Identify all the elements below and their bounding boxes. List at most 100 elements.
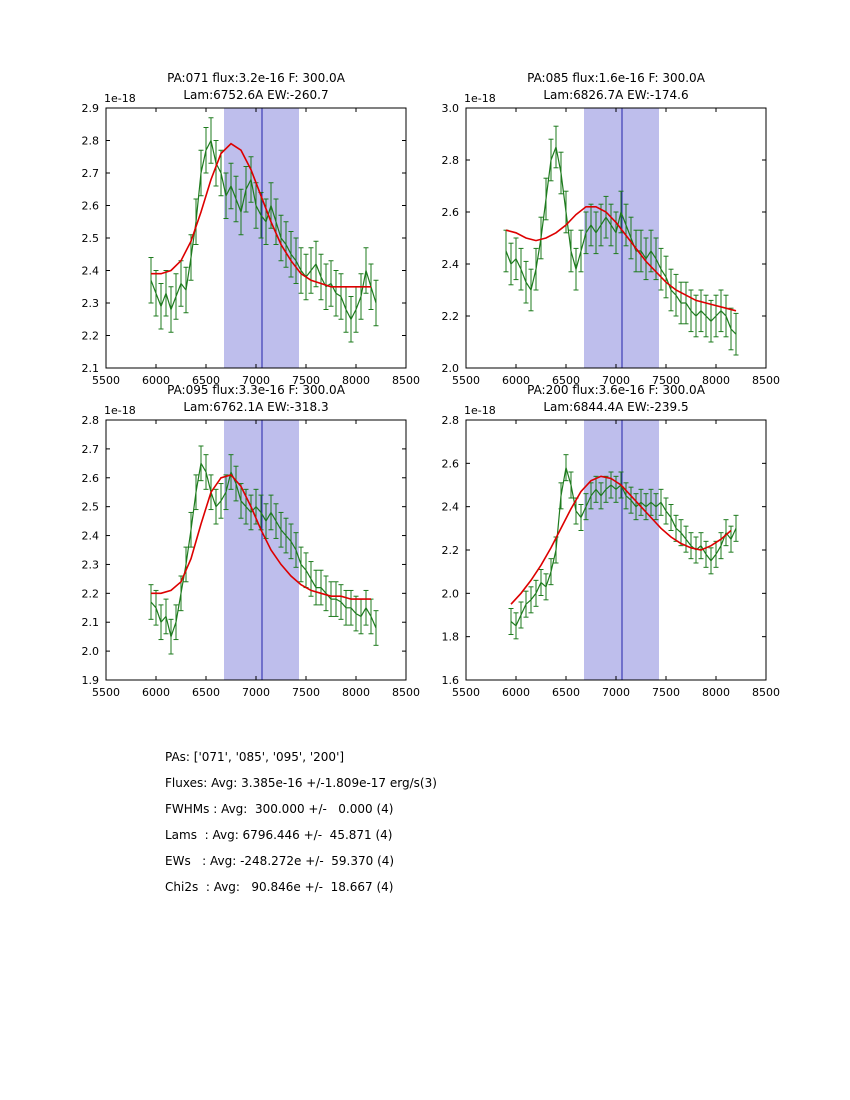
x-tick-label: 8500 <box>752 374 780 387</box>
x-tick-label: 8500 <box>752 686 780 699</box>
subplot-svg: 5500 6000 6500 7000 7500 8000 8500 1.6 1.8 2.0 2.2… <box>442 404 781 699</box>
x-tick-label: 6500 <box>192 374 220 387</box>
y-tick-label: 2.6 <box>442 206 460 219</box>
y-tick-label: 2.7 <box>82 167 100 180</box>
y-tick-label: 2.7 <box>82 443 100 456</box>
y-tick-label: 2.0 <box>82 645 100 658</box>
x-tick-label: 7000 <box>242 686 270 699</box>
x-tick-label: 7500 <box>652 374 680 387</box>
y-tick-label: 1.9 <box>82 674 100 687</box>
y-tick-label: 2.4 <box>442 258 460 271</box>
y-tick-label: 2.2 <box>442 544 460 557</box>
summary-line-chi2s: Chi2s : Avg: 90.846e +/- 18.667 (4) <box>165 880 394 894</box>
y-tick-label: 2.2 <box>82 330 100 343</box>
x-tick-label: 5500 <box>452 686 480 699</box>
subplot-title-line1: PA:071 flux:3.2e-16 F: 300.0A <box>167 71 345 85</box>
y-tick-label: 2.0 <box>442 587 460 600</box>
subplot-pa095: 5500 6000 6500 7000 7500 8000 8500 1.9 2.0 2.1 2.2… <box>50 372 422 706</box>
y-tick-label: 2.5 <box>82 232 100 245</box>
y-tick-label: 2.1 <box>82 362 100 375</box>
y-axis-offset-label: 1e-18 <box>104 404 136 417</box>
y-tick-label: 3.0 <box>442 102 460 115</box>
x-tick-label: 5500 <box>92 374 120 387</box>
x-tick-label: 6500 <box>552 686 580 699</box>
x-tick-label: 6000 <box>502 374 530 387</box>
x-tick-label: 6000 <box>502 686 530 699</box>
y-tick-label: 2.8 <box>82 135 100 148</box>
x-tick-label: 8000 <box>702 686 730 699</box>
y-tick-label: 2.4 <box>82 530 100 543</box>
x-tick-label: 8000 <box>702 374 730 387</box>
x-tick-label: 8500 <box>392 686 420 699</box>
y-tick-label: 2.1 <box>82 616 100 629</box>
summary-line-pas: PAs: ['071', '085', '095', '200'] <box>165 750 345 764</box>
x-tick-label: 7000 <box>602 374 630 387</box>
y-tick-label: 2.3 <box>82 297 100 310</box>
y-tick-label: 2.2 <box>82 587 100 600</box>
subplot-title-pa200: PA:200 flux:3.6e-16 F: 300.0A Lam:6844.4… <box>466 382 766 416</box>
y-tick-label: 1.8 <box>442 631 460 644</box>
y-tick-label: 2.0 <box>442 362 460 375</box>
fit-curve <box>510 475 732 605</box>
y-tick-label: 2.6 <box>442 457 460 470</box>
subplot-title-line2: Lam:6826.7A EW:-174.6 <box>543 88 689 102</box>
data-curve <box>150 138 377 321</box>
y-axis-offset-label: 1e-18 <box>104 92 136 105</box>
x-tick-label: 7500 <box>652 686 680 699</box>
fit-curve <box>151 142 371 288</box>
summary-line-lams: Lams : Avg: 6796.446 +/- 45.871 (4) <box>165 828 393 842</box>
subplot-title-line1: PA:095 flux:3.3e-16 F: 300.0A <box>167 383 345 397</box>
y-tick-label: 2.6 <box>82 200 100 213</box>
y-tick-label: 2.9 <box>82 102 100 115</box>
subplot-pa071: 5500 6000 6500 7000 7500 8000 8500 2.1 2.2 2.3 2.4… <box>50 60 422 394</box>
y-tick-label: 1.6 <box>442 674 460 687</box>
x-tick-label: 7500 <box>292 374 320 387</box>
subplot-title-line2: Lam:6762.1A EW:-318.3 <box>183 400 329 414</box>
x-tick-label: 6500 <box>552 374 580 387</box>
x-tick-label: 7500 <box>292 686 320 699</box>
x-tick-label: 5500 <box>92 686 120 699</box>
y-tick-label: 2.8 <box>442 414 460 427</box>
subplot-title-line1: PA:200 flux:3.6e-16 F: 300.0A <box>527 383 705 397</box>
y-axis-offset-label: 1e-18 <box>464 92 496 105</box>
y-tick-label: 2.8 <box>82 414 100 427</box>
fit-curve <box>151 473 371 600</box>
x-tick-label: 7000 <box>242 374 270 387</box>
subplot-title-pa071: PA:071 flux:3.2e-16 F: 300.0A Lam:6752.6… <box>106 70 406 104</box>
y-axis-offset-label: 1e-18 <box>464 404 496 417</box>
y-tick-label: 2.8 <box>442 154 460 167</box>
data-curve <box>150 461 377 639</box>
x-tick-label: 7000 <box>602 686 630 699</box>
x-tick-label: 6000 <box>142 686 170 699</box>
x-tick-label: 8000 <box>342 374 370 387</box>
y-tick-label: 2.6 <box>82 472 100 485</box>
y-tick-label: 2.3 <box>82 558 100 571</box>
subplot-title-line2: Lam:6844.4A EW:-239.5 <box>543 400 689 414</box>
y-tick-label: 2.5 <box>82 501 100 514</box>
subplot-pa085: 5500 6000 6500 7000 7500 8000 8500 2.0 2.2 2.4 2.6… <box>410 60 782 394</box>
y-tick-label: 2.4 <box>82 265 100 278</box>
summary-line-fluxes: Fluxes: Avg: 3.385e-16 +/-1.809e-17 erg/… <box>165 776 437 790</box>
summary-line-ews: EWs : Avg: -248.272e +/- 59.370 (4) <box>165 854 395 868</box>
x-tick-label: 6500 <box>192 686 220 699</box>
subplot-title-pa085: PA:085 flux:1.6e-16 F: 300.0A Lam:6826.7… <box>466 70 766 104</box>
y-tick-label: 2.2 <box>442 310 460 323</box>
data-curve <box>505 144 737 335</box>
subplot-title-line1: PA:085 flux:1.6e-16 F: 300.0A <box>527 71 705 85</box>
summary-block: PAs: ['071', '085', '095', '200'] Fluxes… <box>165 744 437 900</box>
x-tick-label: 8000 <box>342 686 370 699</box>
subplot-pa200: 5500 6000 6500 7000 7500 8000 8500 1.6 1.8 2.0 2.2… <box>410 372 782 706</box>
subplot-svg: 5500 6000 6500 7000 7500 8000 8500 1.9 2.0 2.1 2.2… <box>82 404 421 699</box>
subplot-svg: 5500 6000 6500 7000 7500 8000 8500 2.1 2.2 2.3 2.4… <box>82 92 421 387</box>
summary-line-fwhms: FWHMs : Avg: 300.000 +/- 0.000 (4) <box>165 802 394 816</box>
subplot-svg: 5500 6000 6500 7000 7500 8000 8500 2.0 2.2 2.4 2.6… <box>442 92 781 387</box>
subplot-title-pa095: PA:095 flux:3.3e-16 F: 300.0A Lam:6762.1… <box>106 382 406 416</box>
y-tick-label: 2.4 <box>442 501 460 514</box>
subplot-title-line2: Lam:6752.6A EW:-260.7 <box>183 88 329 102</box>
x-tick-label: 5500 <box>452 374 480 387</box>
data-curve <box>510 467 737 627</box>
x-tick-label: 6000 <box>142 374 170 387</box>
x-tick-label: 8500 <box>392 374 420 387</box>
fit-curve <box>505 206 737 312</box>
